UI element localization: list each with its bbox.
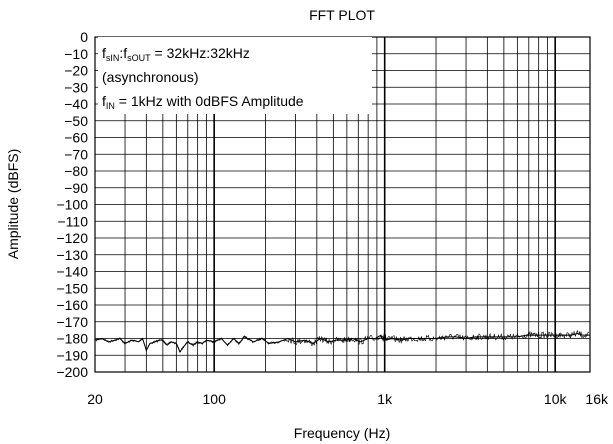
- y-tick-label: −10: [64, 46, 88, 62]
- annotation-mode: (asynchronous): [102, 69, 199, 85]
- y-tick-label: −80: [64, 163, 88, 179]
- y-tick-label: −160: [56, 297, 88, 313]
- y-tick-label: 0: [80, 29, 88, 45]
- annotation-input: fIN = 1kHz with 0dBFS Amplitude: [102, 93, 304, 111]
- chart-title: FFT PLOT: [309, 7, 375, 23]
- y-tick-label: −40: [64, 96, 88, 112]
- annotation-sample-rates: fsIN:fsOUT = 32kHz:32kHz: [102, 45, 250, 63]
- y-tick-label: −200: [56, 364, 88, 380]
- y-tick-label: −120: [56, 230, 88, 246]
- y-tick-label: −170: [56, 314, 88, 330]
- y-tick-label: −110: [58, 213, 89, 229]
- y-tick-label: −20: [64, 63, 88, 79]
- x-tick-label: 10k: [544, 391, 568, 407]
- tick-label-layer: 0−10−20−30−40−50−60−70−80−90−100−110−120…: [56, 29, 609, 407]
- x-tick-label: 20: [87, 391, 103, 407]
- series-noise: [95, 330, 590, 353]
- annotation-box: fsIN:fsOUT = 32kHz:32kHz (asynchronous) …: [98, 37, 372, 114]
- series-layer: [94, 330, 590, 353]
- y-tick-label: −130: [56, 247, 88, 263]
- x-tick-label: 16k: [585, 391, 609, 407]
- y-tick-label: −50: [64, 113, 88, 129]
- y-tick-label: −100: [56, 197, 88, 213]
- y-tick-label: −30: [64, 79, 88, 95]
- y-tick-label: −70: [64, 146, 88, 162]
- y-tick-label: −190: [56, 347, 88, 363]
- x-tick-label: 100: [203, 391, 227, 407]
- y-tick-label: −140: [56, 264, 88, 280]
- y-tick-label: −180: [56, 331, 88, 347]
- x-tick-label: 1k: [377, 391, 393, 407]
- y-axis-label: Amplitude (dBFS): [5, 149, 21, 259]
- x-axis-label: Frequency (Hz): [294, 425, 390, 441]
- y-tick-label: −150: [56, 280, 88, 296]
- y-tick-label: −60: [64, 130, 88, 146]
- y-tick-label: −90: [64, 180, 88, 196]
